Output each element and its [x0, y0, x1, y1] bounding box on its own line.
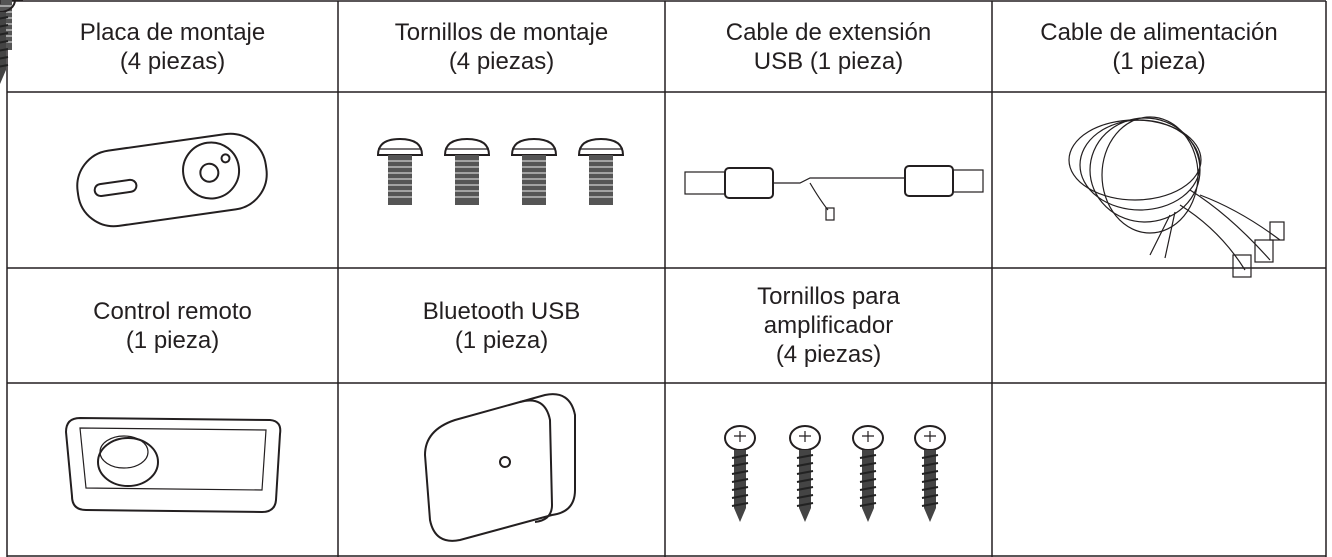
label-line: (4 piezas)	[775, 341, 882, 368]
mounting-plate-icon	[76, 132, 268, 228]
label-line: Tornillos para	[757, 283, 900, 310]
label-line: Placa de montaje	[79, 18, 266, 46]
label-line: Control remoto	[93, 297, 252, 325]
item-label: Tornillos para amplificador (4 piezas)	[665, 268, 992, 383]
table-grid	[6, 0, 1327, 557]
usb-cable-icon	[684, 165, 984, 221]
item-label: Control remoto (1 pieza)	[7, 268, 338, 383]
item-label: Placa de montaje (4 piezas)	[7, 1, 338, 92]
label-line: Cable de alimentación	[1040, 18, 1278, 46]
power-cable-icon	[1068, 116, 1285, 278]
label-line: Cable de extensión	[725, 18, 932, 46]
label-line: amplificador	[763, 312, 894, 339]
label-line: (1 pieza)	[1112, 47, 1206, 75]
label-line: USB (1 pieza)	[753, 47, 904, 75]
label-line: (4 piezas)	[448, 47, 555, 75]
item-label: Bluetooth USB (1 pieza)	[338, 268, 665, 383]
bluetooth-usb-icon	[423, 393, 576, 542]
item-label: Tornillos de montaje (4 piezas)	[338, 1, 665, 92]
amp-screws-icon	[0, 0, 946, 523]
item-label: Cable de alimentación (1 pieza)	[992, 1, 1326, 92]
item-label: Cable de extensión USB (1 pieza)	[665, 1, 992, 92]
label-line: (1 pieza)	[454, 326, 549, 354]
label-line: (4 piezas)	[119, 47, 226, 75]
label-line: Tornillos de montaje	[394, 18, 609, 46]
label-line: (1 pieza)	[125, 326, 220, 354]
remote-control-icon	[64, 416, 282, 514]
label-line: Bluetooth USB	[422, 297, 581, 325]
